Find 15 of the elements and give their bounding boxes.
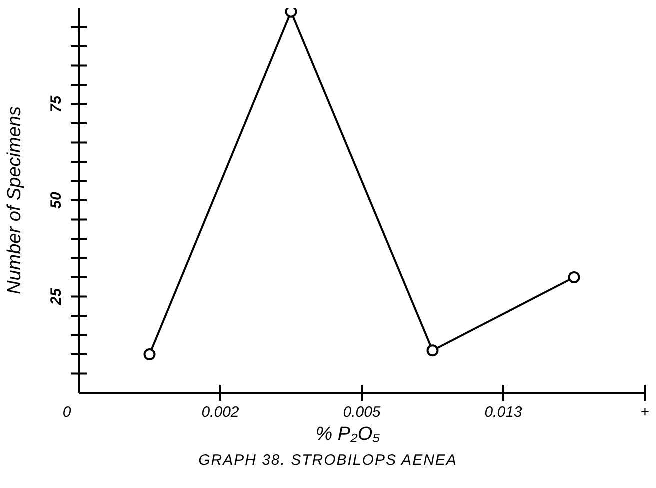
- text: GRAPH 38. STROBILOPS AENEA: [198, 452, 458, 469]
- point: [568, 272, 580, 284]
- point: [285, 8, 298, 18]
- point: [144, 348, 156, 360]
- y-axis-title: Number of Specimens: [4, 106, 26, 294]
- y-tick-label: 75: [48, 95, 65, 113]
- x-tick-label: +: [640, 404, 650, 421]
- x-tick-label: 0.013: [484, 404, 523, 421]
- x-tick-label: 0.002: [202, 404, 240, 421]
- y-tick-label: 50: [48, 192, 65, 209]
- point: [426, 344, 439, 357]
- x-tick-label: 0.005: [343, 404, 382, 421]
- x-tick-label: 0: [62, 404, 72, 421]
- y-tick-label: 25: [48, 288, 65, 306]
- x-axis-title: % P₂O₅: [314, 424, 382, 446]
